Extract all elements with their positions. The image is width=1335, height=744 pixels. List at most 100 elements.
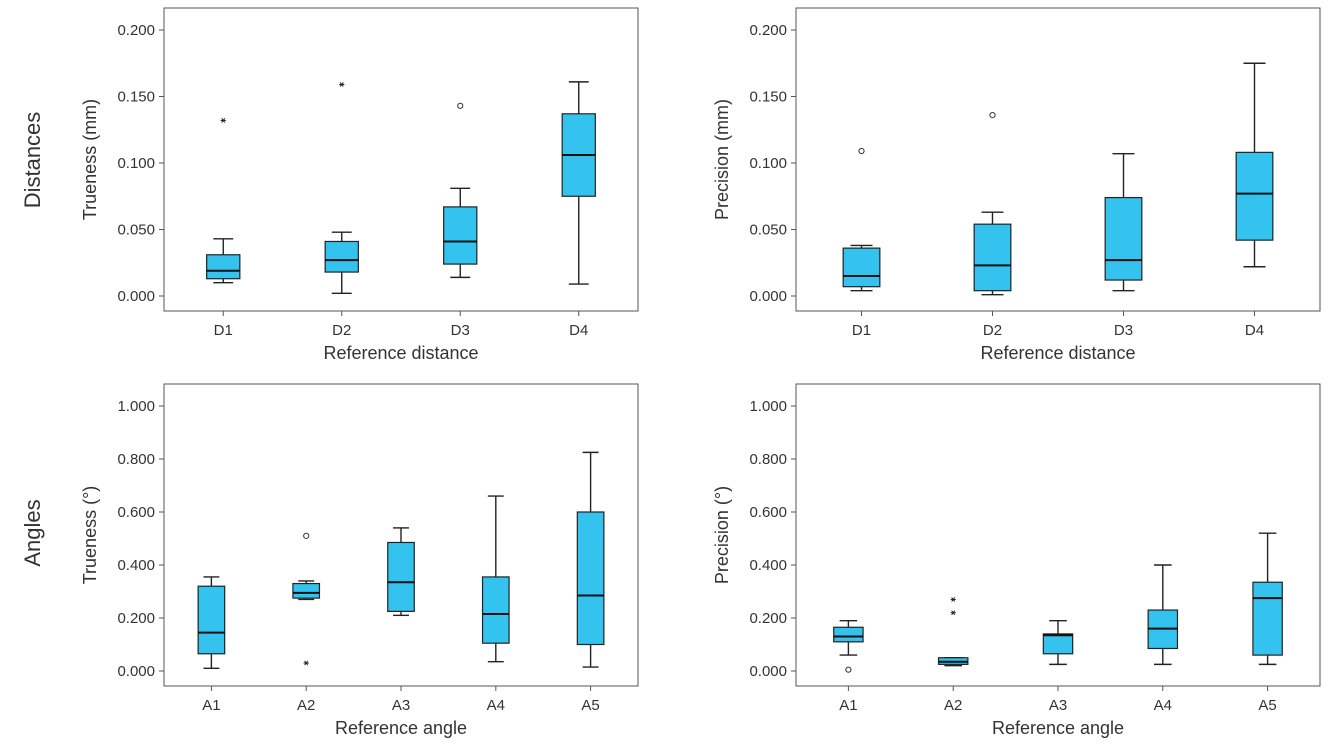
- y-tick-label: 0.200: [117, 22, 155, 39]
- y-tick-label: 0.200: [749, 610, 787, 627]
- extreme-stroke: [951, 610, 956, 616]
- box-a2: [937, 597, 969, 667]
- box-d3: [443, 102, 478, 279]
- extreme-stroke: [221, 118, 226, 123]
- x-tick-label: A1: [202, 697, 220, 714]
- iqr-box: [206, 254, 241, 280]
- box-a2: [292, 532, 321, 666]
- box-a1: [197, 576, 226, 670]
- y-tick-label: 1.000: [749, 398, 787, 415]
- box-d4: [1235, 62, 1274, 268]
- box-d2: [324, 82, 359, 295]
- x-tick-label: D3: [1114, 322, 1133, 339]
- box-a4: [1147, 564, 1179, 666]
- x-tick-label: A2: [944, 697, 962, 714]
- extreme-stroke: [304, 660, 309, 666]
- x-tick-label: D4: [1245, 322, 1264, 339]
- box-d3: [1104, 152, 1143, 292]
- y-tick-label: 0.100: [749, 155, 787, 172]
- iqr-box: [973, 223, 1012, 292]
- y-tick-label: 1.000: [117, 398, 155, 415]
- y-tick-label: 0.800: [749, 451, 787, 468]
- box-a5: [576, 451, 605, 668]
- iqr-box: [833, 626, 864, 643]
- x-tick-label: A4: [487, 697, 505, 714]
- y-axis-title: Trueness (°): [80, 486, 100, 585]
- outlier-point: [845, 666, 852, 673]
- box-d4: [561, 81, 596, 285]
- panel-2: 0.000 0.050 0.100 0.150 0.200 Precision (mm) D…: [712, 7, 1321, 363]
- x-tick-label: D4: [569, 322, 588, 339]
- iqr-box: [443, 206, 478, 265]
- box-a5: [1252, 532, 1283, 666]
- x-tick-label: D2: [332, 322, 351, 339]
- extreme-point: [220, 118, 226, 123]
- x-tick-label: D2: [983, 322, 1002, 339]
- y-tick-label: 0.600: [749, 504, 787, 521]
- extreme-point: [950, 610, 956, 616]
- panel-3: 0.000 0.200 0.400 0.600 0.800 1.000 Trueness (…: [80, 383, 639, 738]
- y-tick-label: 0.600: [117, 504, 155, 521]
- box-d1: [206, 118, 241, 284]
- y-tick-label: 0.050: [117, 222, 155, 239]
- x-tick-label: A5: [1258, 697, 1276, 714]
- panel-1: 0.000 0.050 0.100 0.150 0.200 Trueness (mm) D1…: [80, 7, 639, 363]
- y-tick-label: 0.800: [117, 451, 155, 468]
- x-tick-label: D3: [451, 322, 470, 339]
- row-label-angles: Angles: [20, 499, 45, 566]
- plot-frame: [163, 7, 639, 312]
- iqr-box: [576, 511, 605, 646]
- outlier-point: [989, 112, 996, 119]
- box-a3: [1042, 619, 1074, 666]
- x-tick-label: A2: [297, 697, 315, 714]
- box-a1: [833, 619, 864, 673]
- iqr-box: [1104, 196, 1143, 281]
- x-tick-label: A3: [392, 697, 410, 714]
- x-axis-title: Reference angle: [992, 718, 1124, 738]
- outlier-point: [858, 147, 865, 155]
- panel-4: 0.000 0.200 0.400 0.600 0.800 1.000 Precision …: [712, 383, 1321, 738]
- box-a4: [481, 495, 510, 663]
- y-tick-label: 0.150: [749, 89, 787, 106]
- iqr-box: [1235, 151, 1274, 241]
- extreme-stroke: [339, 82, 344, 87]
- iqr-box: [1042, 633, 1074, 655]
- y-tick-label: 0.000: [749, 663, 787, 680]
- x-tick-label: A1: [839, 697, 857, 714]
- y-tick-label: 0.200: [117, 610, 155, 627]
- y-tick-label: 0.200: [749, 22, 787, 39]
- plot-frame: [795, 7, 1321, 312]
- iqr-box: [324, 240, 359, 273]
- iqr-box: [292, 582, 321, 599]
- y-tick-label: 0.050: [749, 222, 787, 239]
- box-a3: [387, 527, 415, 617]
- iqr-box: [1252, 581, 1283, 656]
- y-tick-label: 0.400: [117, 557, 155, 574]
- extreme-point: [303, 660, 309, 666]
- x-axis-title: Reference distance: [980, 343, 1135, 363]
- outlier-point: [457, 102, 464, 109]
- iqr-box: [842, 247, 881, 288]
- row-label-distances: Distances: [20, 112, 45, 209]
- iqr-box: [197, 585, 226, 655]
- x-tick-label: D1: [852, 322, 871, 339]
- y-axis-title: Precision (mm): [712, 99, 732, 220]
- box-d1: [842, 147, 881, 292]
- y-tick-label: 0.000: [117, 288, 155, 305]
- outlier-point: [303, 532, 310, 539]
- y-axis-title: Precision (°): [712, 486, 732, 584]
- iqr-box: [387, 541, 415, 612]
- extreme-stroke: [951, 597, 956, 602]
- y-tick-label: 0.000: [117, 663, 155, 680]
- y-tick-label: 0.150: [117, 89, 155, 106]
- x-axis-title: Reference angle: [335, 718, 467, 738]
- x-tick-label: A5: [581, 697, 599, 714]
- y-tick-label: 0.400: [749, 557, 787, 574]
- extreme-point: [339, 82, 345, 87]
- x-axis-title: Reference distance: [323, 343, 478, 363]
- y-tick-label: 0.000: [749, 288, 787, 305]
- y-tick-label: 0.100: [117, 155, 155, 172]
- x-tick-label: A3: [1049, 697, 1067, 714]
- y-axis-title: Trueness (mm): [80, 99, 100, 220]
